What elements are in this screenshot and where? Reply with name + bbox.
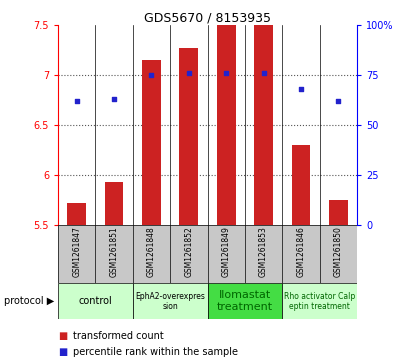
Text: EphA2-overexpres
sion: EphA2-overexpres sion xyxy=(135,291,205,311)
Bar xyxy=(58,283,133,319)
Point xyxy=(223,70,229,76)
Bar xyxy=(254,25,273,225)
Point xyxy=(186,70,192,76)
Text: Ilomastat
treatment: Ilomastat treatment xyxy=(217,290,273,312)
Bar xyxy=(329,200,348,225)
Bar xyxy=(291,145,310,225)
Text: ■: ■ xyxy=(58,347,67,357)
Text: GSM1261850: GSM1261850 xyxy=(334,226,343,277)
Bar xyxy=(217,25,236,225)
Bar xyxy=(133,283,208,319)
Text: GSM1261851: GSM1261851 xyxy=(110,226,119,277)
Point xyxy=(335,98,342,104)
Bar xyxy=(67,203,86,225)
Point xyxy=(298,86,304,92)
Text: control: control xyxy=(78,296,112,306)
Point xyxy=(73,98,80,104)
Bar xyxy=(282,283,357,319)
Text: protocol ▶: protocol ▶ xyxy=(4,296,54,306)
Text: GSM1261847: GSM1261847 xyxy=(72,226,81,277)
Text: GSM1261853: GSM1261853 xyxy=(259,226,268,277)
Text: GSM1261849: GSM1261849 xyxy=(222,226,231,277)
Point xyxy=(148,73,155,78)
Point xyxy=(260,70,267,76)
Bar xyxy=(105,182,124,225)
Bar xyxy=(142,60,161,225)
Title: GDS5670 / 8153935: GDS5670 / 8153935 xyxy=(144,11,271,24)
Point xyxy=(111,97,117,102)
Bar xyxy=(208,283,282,319)
Text: Rho activator Calp
eptin treatment: Rho activator Calp eptin treatment xyxy=(284,291,355,311)
Text: GSM1261846: GSM1261846 xyxy=(296,226,305,277)
Text: GSM1261852: GSM1261852 xyxy=(184,226,193,277)
Bar xyxy=(179,48,198,225)
Text: GSM1261848: GSM1261848 xyxy=(147,226,156,277)
Text: transformed count: transformed count xyxy=(73,331,164,341)
Text: percentile rank within the sample: percentile rank within the sample xyxy=(73,347,238,357)
Text: ■: ■ xyxy=(58,331,67,341)
